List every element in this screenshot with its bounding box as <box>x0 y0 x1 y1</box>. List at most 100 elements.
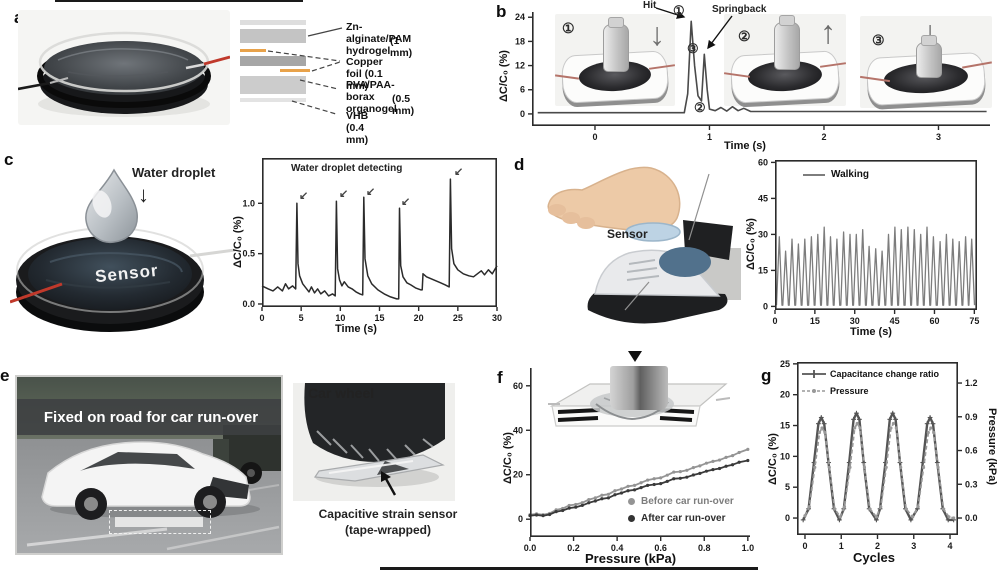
lift-up-arrow: ↑ <box>820 14 836 50</box>
spike-arrow-5: ↙ <box>454 166 464 178</box>
sensor-photo <box>18 10 230 125</box>
svg-text:30: 30 <box>758 229 768 239</box>
svg-text:15: 15 <box>374 313 384 323</box>
svg-text:15: 15 <box>810 316 820 326</box>
svg-text:0: 0 <box>592 132 597 142</box>
photo-banner: Fixed on road for car run-over <box>17 399 281 435</box>
svg-text:0.9: 0.9 <box>965 412 978 422</box>
sensor-caption-line1: Capacitive strain sensor <box>318 507 458 521</box>
spike-arrow-4: ↙ <box>401 196 411 208</box>
layer-vhb <box>240 98 306 102</box>
walking-legend-line <box>803 173 825 176</box>
chart-cycling: 0 1 2 3 4 0 5 10 15 20 25 0.0 0.3 0.6 0.9 1.2 <box>780 359 978 551</box>
svg-text:10: 10 <box>335 313 345 323</box>
chart-f-xlabel: Pressure (kPa) <box>585 551 677 566</box>
press-down-arrow: ↓ <box>649 16 665 52</box>
svg-text:0.5: 0.5 <box>242 249 255 259</box>
press-direction-arrow <box>628 351 642 362</box>
layer-copper-foil-bottom <box>280 69 310 72</box>
walking-legend-label: Walking <box>831 169 869 180</box>
svg-text:0: 0 <box>259 313 264 323</box>
panel-f-label: f <box>497 368 503 387</box>
svg-text:0.6: 0.6 <box>965 446 978 456</box>
chart-b-ylabel: ΔC/C₀ (%) <box>498 50 510 102</box>
label-copper: Copper foil (0.1 mm) <box>346 56 383 92</box>
svg-text:60: 60 <box>929 316 939 326</box>
chart-bottle-drop: 0 1 2 3 0 6 12 18 24 <box>515 12 990 142</box>
panel-e-label: e <box>0 366 10 385</box>
chart-g-ylabel: ΔC/C₀ (%) <box>767 433 779 485</box>
press-cylinder <box>610 366 668 410</box>
svg-text:6: 6 <box>520 85 525 95</box>
step1-number: ① <box>562 20 575 36</box>
svg-text:0: 0 <box>520 109 525 119</box>
svg-text:25: 25 <box>780 359 790 369</box>
spike-arrow-1: ↙ <box>299 190 309 202</box>
svg-text:0.3: 0.3 <box>965 479 978 489</box>
press-test-inset <box>548 364 730 454</box>
chart-pressure-response: 0.0 0.2 0.4 0.6 0.8 1.0 0 20 40 60 <box>513 368 754 553</box>
sensor-on-road-box <box>109 510 211 534</box>
road-markings <box>26 425 281 551</box>
svg-text:1: 1 <box>839 541 844 551</box>
label-hydrogel-size: (1 mm) <box>390 35 413 59</box>
svg-text:2: 2 <box>821 132 826 142</box>
chart-d-ylabel: ΔC/C₀ (%) <box>745 218 757 270</box>
spike-arrow-3: ↙ <box>366 186 376 198</box>
glass-bottle <box>774 15 800 70</box>
panel-c-label: c <box>4 150 14 169</box>
svg-text:18: 18 <box>515 36 525 46</box>
svg-text:4: 4 <box>948 541 953 551</box>
layer-top-film <box>240 20 306 25</box>
label-vhb: VHB (0.4 mm) <box>346 110 369 146</box>
foot-shoe-illustration <box>533 160 743 335</box>
label-organogel-size: (0.5 mm) <box>392 93 415 117</box>
svg-text:20: 20 <box>780 390 790 400</box>
pressure-legend-symbol <box>802 389 826 393</box>
curve-step3: ③ <box>687 41 699 56</box>
water-droplet-label: Water droplet <box>132 165 216 180</box>
chart-g-y2label: Pressure (kPa) <box>986 408 998 486</box>
curve-step1: ① <box>673 3 685 18</box>
chart-b-xlabel: Time (s) <box>724 140 766 152</box>
hit-annotation: Hit <box>643 0 657 11</box>
layer-connector-lines <box>267 27 343 115</box>
droplet-down-arrow: ↓ <box>138 182 149 207</box>
svg-text:1.0: 1.0 <box>742 543 755 553</box>
step2-number: ② <box>738 28 751 44</box>
annotation-arrows <box>655 7 733 50</box>
svg-text:0.4: 0.4 <box>611 543 624 553</box>
chart-g-xlabel: Cycles <box>853 550 895 565</box>
layer-hydrogel <box>240 29 306 43</box>
svg-text:24: 24 <box>515 12 525 22</box>
svg-text:3: 3 <box>911 541 916 551</box>
label-hydrogel: Zn-alginate/PAM hydrogel <box>346 21 412 57</box>
f-legend-before: Before car run-over <box>628 496 734 507</box>
g-legend-capacitance: Capacitance change ratio <box>802 369 939 379</box>
chart-d-xlabel: Time (s) <box>850 326 892 338</box>
chart-c-ylabel: ΔC/C₀ (%) <box>232 216 244 268</box>
svg-text:5: 5 <box>299 313 304 323</box>
sensor-caption-line2: (tape-wrapped) <box>344 523 431 537</box>
capacitance-legend-label: Capacitance change ratio <box>830 369 940 379</box>
photo-press-step2: ② ↑ <box>723 14 847 106</box>
water-droplet-photo: Sensor <box>10 152 235 337</box>
springback-annotation: Springback <box>712 4 767 15</box>
svg-text:15: 15 <box>780 421 790 431</box>
svg-text:1.0: 1.0 <box>242 198 255 208</box>
chart-water-droplet: 0 5 10 15 20 25 30 0.0 0.5 1.0 <box>242 158 502 323</box>
car-wheel-label: Car wheel <box>308 385 375 401</box>
svg-text:15: 15 <box>758 265 768 275</box>
svg-text:0: 0 <box>763 301 768 311</box>
svg-text:0.0: 0.0 <box>965 513 978 523</box>
f-legend-after: After car run-over <box>628 513 725 524</box>
pressure-legend-label: Pressure <box>830 386 869 396</box>
svg-text:0.0: 0.0 <box>242 299 255 309</box>
before-marker <box>628 498 635 505</box>
svg-text:60: 60 <box>758 157 768 167</box>
step3-number: ③ <box>872 32 885 48</box>
svg-text:10: 10 <box>780 451 790 461</box>
svg-text:30: 30 <box>850 316 860 326</box>
svg-text:45: 45 <box>890 316 900 326</box>
